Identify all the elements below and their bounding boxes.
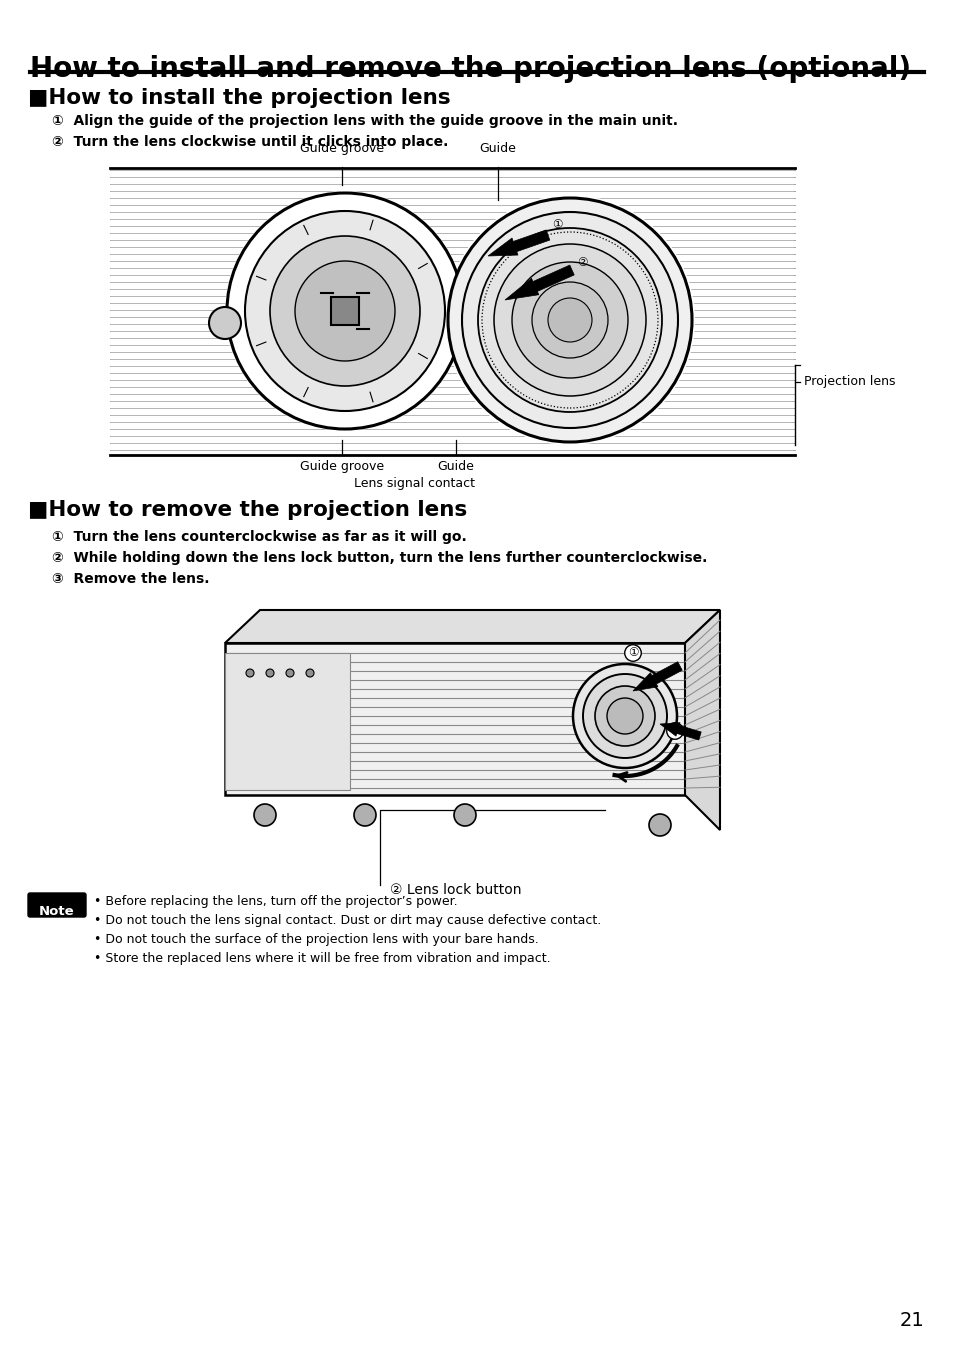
Text: ■How to remove the projection lens: ■How to remove the projection lens [28, 500, 467, 519]
Circle shape [253, 804, 275, 826]
Text: ②  While holding down the lens lock button, turn the lens further counterclockwi: ② While holding down the lens lock butto… [52, 550, 706, 565]
Text: How to install and remove the projection lens (optional): How to install and remove the projection… [30, 55, 910, 84]
Circle shape [286, 669, 294, 677]
Text: • Do not touch the lens signal contact. Dust or dirt may cause defective contact: • Do not touch the lens signal contact. … [94, 915, 600, 927]
Polygon shape [684, 610, 720, 830]
Text: Projection lens: Projection lens [803, 375, 895, 389]
Circle shape [573, 664, 677, 768]
Polygon shape [633, 662, 681, 691]
Text: ③: ③ [669, 724, 679, 738]
Circle shape [606, 697, 642, 734]
Text: ■How to install the projection lens: ■How to install the projection lens [28, 88, 450, 108]
Circle shape [573, 664, 677, 768]
Circle shape [532, 282, 607, 357]
Bar [111, 169, 793, 455]
Text: ②: ② [577, 255, 587, 268]
Text: Guide: Guide [479, 142, 516, 155]
Polygon shape [504, 264, 574, 299]
Circle shape [582, 674, 666, 758]
Text: ①: ① [627, 646, 638, 660]
Circle shape [461, 212, 678, 428]
Circle shape [454, 804, 476, 826]
Circle shape [245, 210, 444, 411]
FancyBboxPatch shape [28, 893, 86, 917]
Circle shape [648, 813, 670, 836]
Circle shape [306, 669, 314, 677]
Polygon shape [225, 643, 684, 795]
FancyBboxPatch shape [331, 297, 358, 325]
Circle shape [266, 669, 274, 677]
Text: Lens signal contact: Lens signal contact [355, 478, 475, 490]
Circle shape [512, 262, 627, 378]
Polygon shape [488, 229, 549, 256]
Circle shape [477, 228, 661, 411]
Circle shape [209, 308, 241, 339]
Text: • Before replacing the lens, turn off the projector’s power.: • Before replacing the lens, turn off th… [94, 894, 457, 908]
Text: ①  Align the guide of the projection lens with the guide groove in the main unit: ① Align the guide of the projection lens… [52, 115, 678, 128]
Polygon shape [225, 610, 720, 643]
Text: ② Lens lock button: ② Lens lock button [390, 884, 521, 897]
Bar [225, 653, 350, 791]
Circle shape [225, 192, 464, 430]
Circle shape [294, 260, 395, 362]
Text: Note: Note [39, 905, 74, 919]
Circle shape [448, 198, 691, 442]
Circle shape [270, 236, 419, 386]
Text: ①: ① [551, 217, 561, 231]
Text: • Do not touch the surface of the projection lens with your bare hands.: • Do not touch the surface of the projec… [94, 934, 538, 946]
Text: ③  Remove the lens.: ③ Remove the lens. [52, 572, 210, 585]
Circle shape [547, 298, 592, 343]
Circle shape [246, 669, 253, 677]
Polygon shape [659, 723, 700, 741]
Text: Guide groove: Guide groove [299, 460, 384, 473]
Circle shape [595, 687, 655, 746]
Text: ①  Turn the lens counterclockwise as far as it will go.: ① Turn the lens counterclockwise as far … [52, 530, 466, 544]
Text: ②  Turn the lens clockwise until it clicks into place.: ② Turn the lens clockwise until it click… [52, 135, 448, 148]
Text: Guide: Guide [437, 460, 474, 473]
Circle shape [494, 244, 645, 397]
Circle shape [444, 196, 695, 445]
Text: • Store the replaced lens where it will be free from vibration and impact.: • Store the replaced lens where it will … [94, 952, 550, 965]
Text: 21: 21 [899, 1311, 923, 1330]
Text: Guide groove: Guide groove [299, 142, 384, 155]
Circle shape [354, 804, 375, 826]
